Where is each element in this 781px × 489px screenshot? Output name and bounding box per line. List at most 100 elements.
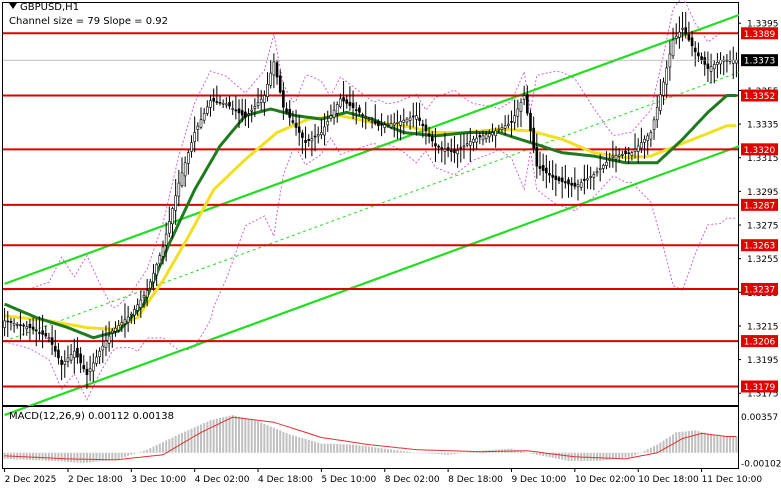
- macd-histogram-bar: [41, 452, 44, 461]
- macd-histogram-bar: [678, 432, 681, 453]
- macd-histogram-bar: [735, 436, 738, 453]
- candle: [123, 303, 127, 338]
- sma-slow-line: [4, 114, 737, 331]
- macd-histogram-bar: [38, 452, 41, 461]
- dropdown-triangle-icon[interactable]: [9, 3, 17, 9]
- candle-body: [668, 53, 672, 68]
- candle-body: [332, 109, 336, 118]
- macd-histogram-bar: [238, 416, 241, 453]
- candle-body: [560, 177, 564, 183]
- candle: [693, 41, 697, 67]
- macd-histogram-bar: [687, 431, 690, 453]
- candle: [285, 102, 288, 115]
- macd-histogram-bar: [596, 452, 599, 461]
- candle: [79, 347, 82, 374]
- macd-histogram-bar: [428, 452, 431, 454]
- macd-histogram-bar: [339, 444, 342, 453]
- macd-histogram-bar: [269, 426, 272, 453]
- candle-body: [15, 323, 19, 326]
- macd-histogram-bar: [367, 446, 370, 453]
- macd-histogram-bar: [640, 452, 643, 453]
- candle-body: [126, 316, 130, 323]
- macd-histogram-bar: [396, 450, 399, 453]
- macd-histogram-bar: [548, 452, 551, 458]
- candle: [234, 95, 238, 120]
- candle-body: [538, 166, 542, 169]
- level-label-0: 1.3389: [744, 30, 776, 40]
- macd-histogram-bar: [142, 450, 145, 453]
- macd-histogram-bar: [634, 452, 637, 456]
- macd-histogram-bar: [123, 452, 126, 457]
- candle: [430, 131, 434, 148]
- macd-histogram-bar: [386, 449, 389, 453]
- candle: [399, 115, 402, 141]
- macd-histogram-bar: [659, 442, 662, 453]
- candle: [47, 332, 51, 343]
- candle: [383, 121, 387, 134]
- candle-body: [183, 162, 187, 177]
- bollinger-lower: [4, 137, 737, 401]
- macd-histogram-bar: [130, 452, 133, 455]
- candle: [88, 355, 92, 382]
- macd-histogram-bar: [453, 452, 456, 454]
- macd-histogram-bar: [317, 442, 320, 453]
- macd-histogram-bar: [193, 427, 196, 453]
- candle-body: [266, 83, 269, 97]
- macd-histogram-bar: [63, 452, 66, 462]
- candle: [491, 123, 494, 142]
- candle-body: [370, 121, 374, 123]
- candle-body: [611, 155, 615, 158]
- candle-body: [706, 63, 710, 69]
- time-tick-label-8: 9 Dec 10:00: [511, 475, 566, 485]
- candle-body: [570, 182, 573, 186]
- candle: [728, 50, 732, 65]
- candle: [687, 21, 691, 43]
- candle-body: [703, 57, 707, 65]
- candle: [453, 135, 456, 163]
- candle: [459, 134, 463, 163]
- time-tick-label-0: 2 Dec 2025: [5, 475, 57, 485]
- candle-body: [589, 176, 592, 178]
- candle-body: [120, 322, 124, 326]
- candle-body: [117, 325, 120, 331]
- macd-histogram-bar: [719, 436, 722, 453]
- candle: [541, 153, 545, 182]
- candle: [408, 111, 412, 130]
- candle: [313, 123, 317, 152]
- candle-body: [456, 150, 459, 155]
- macd-histogram-bar: [51, 452, 54, 461]
- candle-body: [716, 61, 719, 65]
- macd-histogram-bar: [355, 445, 358, 453]
- candle-body: [335, 104, 339, 114]
- candle: [440, 141, 444, 163]
- candle: [348, 86, 352, 111]
- candle-body: [592, 174, 596, 178]
- candle: [168, 206, 171, 238]
- candle-body: [82, 365, 86, 370]
- macd-histogram-bar: [710, 434, 713, 453]
- candle: [15, 322, 19, 329]
- candle: [633, 133, 637, 159]
- candle-body: [3, 320, 6, 328]
- candle-body: [541, 164, 545, 171]
- candle-body: [304, 140, 307, 143]
- macd-histogram-bar: [684, 431, 687, 453]
- level-label-5: 1.3237: [744, 285, 776, 295]
- candle: [158, 252, 162, 267]
- macd-histogram-bar: [3, 452, 6, 459]
- candle-body: [408, 117, 412, 121]
- candle-body: [503, 125, 507, 129]
- candle: [586, 164, 589, 189]
- macd-histogram-bar: [168, 439, 171, 453]
- macd-histogram-bar: [450, 452, 453, 455]
- candle-body: [595, 171, 599, 174]
- candle: [329, 104, 333, 122]
- candle-body: [693, 47, 697, 53]
- candle: [681, 11, 684, 42]
- candle: [434, 127, 437, 163]
- candle-body: [468, 141, 472, 146]
- candle: [424, 118, 428, 145]
- candle-body: [231, 108, 234, 110]
- candle-body: [557, 177, 561, 182]
